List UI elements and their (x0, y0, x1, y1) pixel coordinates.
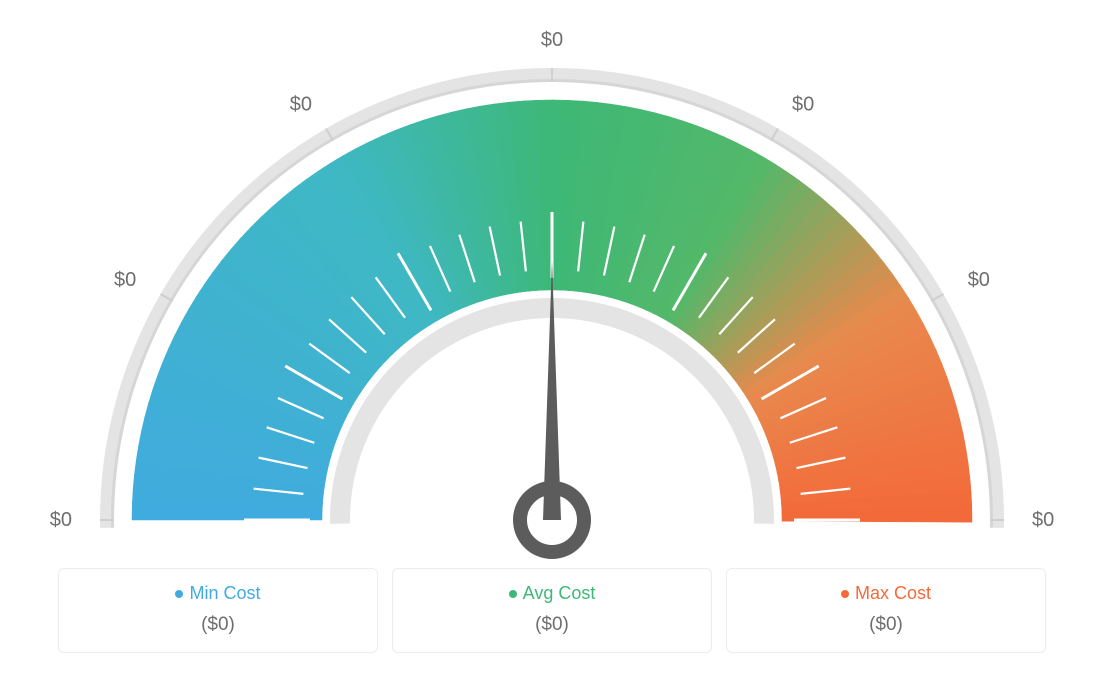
legend-row: Min Cost ($0) Avg Cost ($0) Max Cost ($0) (0, 568, 1104, 653)
gauge-tick-label: $0 (968, 269, 990, 291)
legend-value: ($0) (411, 614, 693, 636)
legend-dot-icon (841, 590, 849, 598)
legend-card: Max Cost ($0) (726, 568, 1046, 653)
legend-card: Min Cost ($0) (58, 568, 378, 653)
gauge-chart: $0 $0 $0 $0 $0 $0 $0 (0, 0, 1104, 560)
legend-card: Avg Cost ($0) (392, 568, 712, 653)
legend-value: ($0) (77, 614, 359, 636)
gauge-tick-label: $0 (1032, 509, 1054, 531)
gauge-container: $0$0$0$0$0$0$0 Min Cost($0)Avg Cost($0)M… (0, 0, 1104, 690)
legend-label: Min Cost (77, 583, 359, 604)
gauge-tick-label: $0 (50, 509, 72, 531)
legend-label: Max Cost (745, 583, 1027, 604)
legend-label-text: Min Cost (189, 583, 260, 603)
legend-dot-icon (509, 590, 517, 598)
gauge-tick-label: $0 (290, 93, 312, 115)
gauge-tick-label: $0 (541, 29, 563, 51)
gauge-tick-label: $0 (114, 269, 136, 291)
gauge-tick-label: $0 (792, 93, 814, 115)
legend-label-text: Max Cost (855, 583, 931, 603)
gauge-svg: $0 $0 $0 $0 $0 $0 $0 (0, 0, 1104, 560)
legend-label-text: Avg Cost (523, 583, 596, 603)
legend-label: Avg Cost (411, 583, 693, 604)
legend-value: ($0) (745, 614, 1027, 636)
legend-dot-icon (175, 590, 183, 598)
